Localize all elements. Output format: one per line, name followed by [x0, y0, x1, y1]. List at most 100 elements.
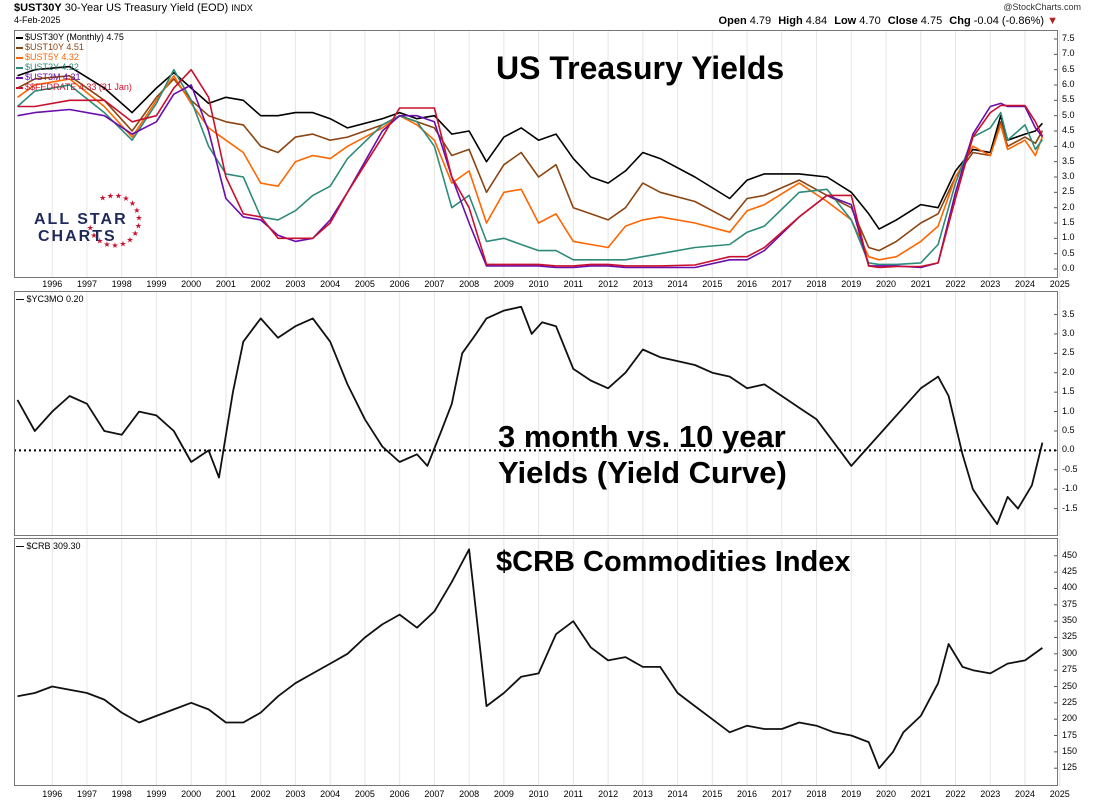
x-tick-label: 2025 [1049, 789, 1070, 799]
y-tick-label: 0.0 [1062, 444, 1075, 455]
yields-title: US Treasury Yields [496, 50, 785, 86]
x-tick-label: 2024 [1014, 279, 1035, 289]
y-tick-label: 2.0 [1062, 366, 1075, 377]
y-tick-label: 6.0 [1062, 79, 1075, 89]
y-tick-label: 175 [1062, 729, 1078, 740]
x-tick-label: 2010 [528, 279, 549, 289]
logo-star-icon: ★ [126, 235, 133, 244]
logo-star-icon: ★ [103, 240, 110, 249]
x-tick-label: 2020 [876, 279, 897, 289]
x-tick-label: 2014 [667, 279, 688, 289]
y-tick-label: 250 [1062, 680, 1078, 691]
x-tick-label: 2020 [876, 789, 897, 799]
x-tick-label: 2004 [320, 789, 341, 799]
treasury-yields-panel: $UST30Y (Monthly) 4.75 $UST10Y 4.51 $UST5Y… [14, 30, 1061, 278]
legend-entry: $UST5Y 4.32 [16, 52, 132, 62]
high-value: 4.84 [805, 15, 828, 27]
x-tick-label: 1999 [146, 789, 167, 799]
yield-curve-panel: $YC3MO 0.20 3 month vs. 10 year Yields (… [14, 291, 1061, 536]
x-tick-label: 2005 [354, 279, 375, 289]
x-tick-label: 2014 [667, 789, 688, 799]
x-tick-label: 2003 [285, 279, 306, 289]
y-tick-label: 425 [1062, 566, 1078, 577]
x-tick-label: 2016 [737, 279, 758, 289]
x-tick-label: 2001 [215, 789, 236, 799]
legend-swatch [16, 36, 23, 39]
legend-swatch [16, 56, 23, 59]
x-tick-label: 1997 [76, 789, 97, 799]
y-tick-label: 2.5 [1062, 347, 1075, 358]
y-tick-label: 6.5 [1062, 63, 1075, 74]
y-tick-label: 1.5 [1062, 217, 1075, 227]
chart-header: $UST30Y 30-Year US Treasury Yield (EOD) … [14, 2, 253, 14]
legend-entry: $UST30Y (Monthly) 4.75 [16, 32, 132, 42]
chg-label: Chg [949, 15, 971, 27]
series-line-5 [17, 68, 1044, 269]
open-label: Open [718, 15, 747, 27]
crb-title: $CRB Commodities Index [496, 546, 851, 578]
x-tick-label: 2003 [285, 789, 306, 799]
low-value: 4.70 [859, 15, 881, 27]
x-tick-label: 2015 [702, 789, 723, 799]
yield-curve-title: 3 month vs. 10 year [498, 419, 786, 454]
star-ring-icon: ★ ★ ★ ★★★★★★★★★★★★★ [87, 191, 143, 250]
y-tick-label: 5.0 [1062, 109, 1075, 120]
y-tick-label: -1.0 [1062, 483, 1078, 494]
logo-star-icon: ★ [111, 241, 118, 250]
y-tick-label: 150 [1062, 745, 1078, 756]
x-tick-label: 2011 [563, 279, 584, 289]
y-tick-label: 450 [1062, 549, 1078, 560]
y-tick-label: 2.0 [1062, 201, 1075, 212]
y-tick-label: 125 [1062, 762, 1078, 773]
x-tick-label: 2004 [320, 279, 341, 289]
x-tick-label: 1997 [76, 279, 97, 289]
x-tick-label: 2005 [354, 789, 375, 799]
legend-entry: $UST3M 4.31 [16, 72, 132, 82]
logo-line1: ALL STAR [34, 211, 128, 228]
y-tick-label: 1.0 [1062, 232, 1075, 243]
y-tick-label: 4.0 [1062, 140, 1075, 151]
y-tick-label: 5.5 [1062, 94, 1075, 105]
legend-label: $UST3M 4.31 [25, 72, 81, 82]
legend-entry: $UST2Y 4.22 [16, 62, 132, 72]
logo-star-icon: ★ [90, 231, 97, 240]
crb-chart [17, 538, 1061, 786]
x-tick-label: 2006 [389, 279, 410, 289]
x-tick-label: 2002 [250, 789, 271, 799]
y-tick-label: 1.0 [1062, 405, 1075, 416]
series-line-2 [17, 75, 1044, 261]
logo-star-icon: ★ [87, 224, 94, 233]
y-tick-label: 1.5 [1062, 386, 1075, 397]
y-tick-label: 0.5 [1062, 424, 1075, 435]
x-tick-label: 2000 [181, 279, 202, 289]
x-tick-label: 2007 [424, 279, 445, 289]
y-tick-label: 7.5 [1062, 33, 1075, 43]
y-tick-label: 400 [1062, 582, 1078, 593]
x-tick-label: 2023 [980, 789, 1001, 799]
legend-swatch [16, 76, 23, 79]
x-tick-label: 2023 [980, 279, 1001, 289]
crb-series-label: $CRB 309.30 [16, 541, 81, 551]
exchange: INDX [231, 3, 253, 13]
low-label: Low [834, 15, 857, 27]
x-tick-label: 2021 [910, 789, 931, 799]
x-tick-label: 2024 [1014, 789, 1035, 799]
x-tick-label: 1996 [42, 279, 63, 289]
logo-star-icon: ★ [107, 191, 114, 200]
y-tick-label: -1.5 [1062, 502, 1078, 513]
x-tick-label: 2008 [459, 279, 480, 289]
legend-label: $UST30Y (Monthly) 4.75 [25, 32, 124, 42]
logo-line2: CHARTS [38, 228, 117, 245]
chg-value: -0.04 (-0.86%) [973, 15, 1045, 27]
x-tick-label: 2006 [389, 789, 410, 799]
yield-curve-subtitle: Yields (Yield Curve) [498, 455, 787, 490]
legend-label: $UST10Y 4.51 [25, 42, 84, 52]
x-tick-label: 1996 [42, 789, 63, 799]
watermark: @StockCharts.com [1003, 2, 1081, 12]
series-line-0 [16, 305, 1044, 525]
legend-swatch [16, 46, 23, 49]
x-tick-label: 2018 [806, 789, 827, 799]
down-triangle-icon: ▼ [1047, 15, 1058, 27]
close-label: Close [887, 15, 918, 27]
chart-date: 4-Feb-2025 [14, 15, 61, 25]
